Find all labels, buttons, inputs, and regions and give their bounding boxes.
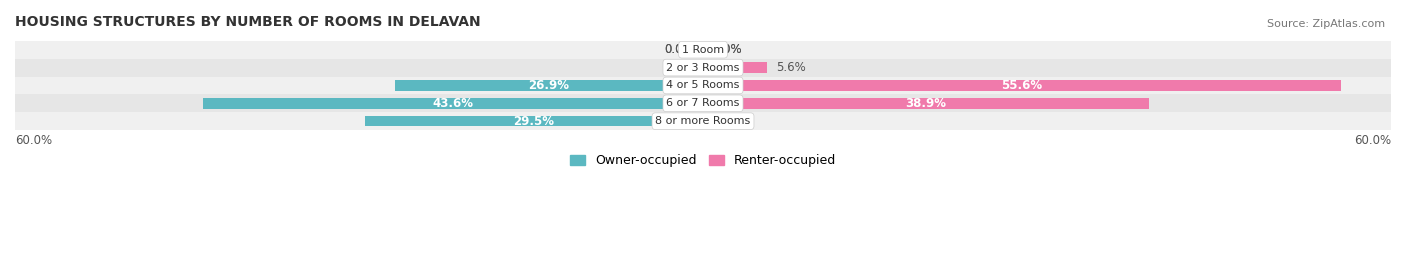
Bar	[15, 112, 1391, 130]
Text: 6 or 7 Rooms: 6 or 7 Rooms	[666, 98, 740, 108]
Text: 38.9%: 38.9%	[905, 97, 946, 110]
Text: 60.0%: 60.0%	[15, 134, 52, 147]
Text: Source: ZipAtlas.com: Source: ZipAtlas.com	[1267, 19, 1385, 29]
Bar	[364, 116, 703, 126]
Text: 0.0%: 0.0%	[713, 43, 742, 56]
Legend: Owner-occupied, Renter-occupied: Owner-occupied, Renter-occupied	[565, 149, 841, 172]
Bar	[703, 80, 1340, 91]
Text: 29.5%: 29.5%	[513, 115, 554, 128]
Text: 0.0%: 0.0%	[664, 43, 693, 56]
Text: 5.6%: 5.6%	[776, 61, 806, 74]
Bar	[202, 98, 703, 108]
Text: 4 or 5 Rooms: 4 or 5 Rooms	[666, 80, 740, 90]
Bar	[15, 59, 1391, 76]
Bar	[15, 76, 1391, 94]
Bar	[395, 80, 703, 91]
Bar	[15, 41, 1391, 59]
Text: 2 or 3 Rooms: 2 or 3 Rooms	[666, 63, 740, 73]
Text: 0.0%: 0.0%	[664, 61, 693, 74]
Text: 0.0%: 0.0%	[713, 115, 742, 128]
Text: 0.0%: 0.0%	[664, 43, 693, 56]
Text: 0.0%: 0.0%	[713, 43, 742, 56]
Bar	[703, 98, 1149, 108]
Text: 0.0%: 0.0%	[664, 61, 693, 74]
Text: 26.9%: 26.9%	[529, 79, 569, 92]
Text: 60.0%: 60.0%	[1354, 134, 1391, 147]
Text: HOUSING STRUCTURES BY NUMBER OF ROOMS IN DELAVAN: HOUSING STRUCTURES BY NUMBER OF ROOMS IN…	[15, 15, 481, 29]
Text: 1 Room: 1 Room	[682, 45, 724, 55]
Bar	[703, 62, 768, 73]
Text: 43.6%: 43.6%	[433, 97, 474, 110]
Text: 55.6%: 55.6%	[1001, 79, 1042, 92]
Text: 8 or more Rooms: 8 or more Rooms	[655, 116, 751, 126]
Bar	[15, 94, 1391, 112]
Text: 0.0%: 0.0%	[713, 115, 742, 128]
